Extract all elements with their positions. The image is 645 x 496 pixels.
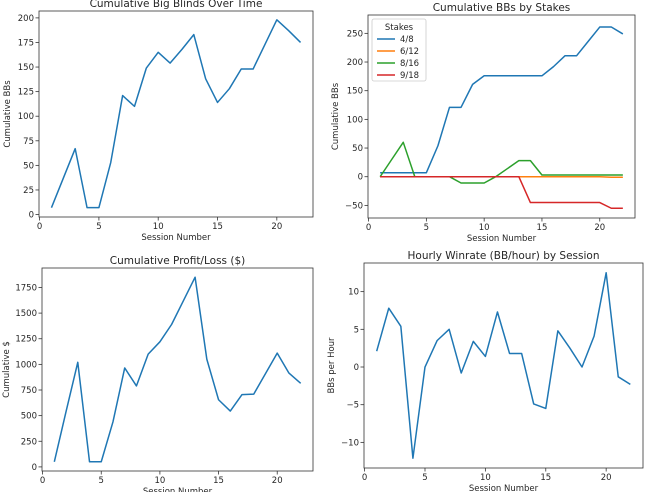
- x-axis-label: Session Number: [469, 484, 539, 492]
- y-tick-label: 100: [18, 112, 34, 122]
- y-tick-label: 75: [23, 137, 34, 147]
- legend-title: Stakes: [385, 23, 414, 33]
- x-tick-label: 10: [154, 476, 165, 486]
- x-tick-label: 5: [96, 222, 101, 232]
- y-tick-label: 50: [352, 144, 363, 154]
- y-tick-label: 50: [23, 161, 34, 171]
- x-tick-label: 15: [540, 473, 551, 483]
- y-tick-label: 10: [348, 288, 359, 298]
- series-line: [375, 272, 631, 459]
- y-tick-label: 200: [347, 58, 363, 68]
- y-axis-label: Cumulative $: [2, 341, 12, 398]
- x-tick-label: 10: [479, 223, 490, 233]
- x-tick-label: 20: [594, 223, 605, 233]
- y-tick-label: −5: [346, 401, 359, 411]
- subplot-3: Cumulative Profit/Loss ($) 0 5 10 15 20 0 250 50…: [2, 255, 314, 496]
- x-tick-label: 0: [37, 222, 42, 232]
- axes-frame: [41, 267, 314, 472]
- subplot-2: Cumulative BBs by Stakes 0 5 10 15 20 −50 0 50 10…: [331, 2, 636, 244]
- x-axis-label: Session Number: [141, 233, 211, 243]
- legend: Stakes 4/8 6/12 8/16 9/18: [371, 18, 427, 82]
- y-tick-label: 150: [347, 87, 363, 97]
- x-tick-label: 15: [212, 222, 223, 232]
- series-line: [53, 276, 302, 463]
- x-tick-label: 10: [480, 473, 491, 483]
- y-tick-label: 100: [347, 115, 363, 125]
- y-tick-label: 0: [358, 173, 363, 183]
- chart-title: Cumulative Big Blinds Over Time: [90, 0, 263, 10]
- series-line-4-8: [380, 26, 624, 174]
- series-line-9-18: [380, 175, 623, 210]
- x-tick-label: 0: [366, 223, 371, 233]
- y-tick-label: 5: [354, 325, 359, 335]
- y-tick-label: 125: [18, 88, 34, 98]
- legend-label: 6/12: [400, 47, 419, 57]
- y-tick-label: 150: [18, 63, 34, 73]
- y-tick-label: 0: [29, 211, 34, 221]
- y-tick-label: 750: [21, 386, 37, 396]
- y-tick-label: 25: [23, 186, 34, 196]
- series-line: [50, 19, 302, 209]
- chart-title: Cumulative BBs by Stakes: [433, 2, 571, 14]
- y-tick-label: 1250: [15, 335, 37, 345]
- y-axis-label: Cumulative BBs: [331, 82, 341, 150]
- y-tick-label: 250: [21, 437, 37, 447]
- y-axis-label: Cumulative BBs: [3, 80, 13, 148]
- legend-label: 8/16: [400, 59, 419, 69]
- x-tick-label: 15: [213, 476, 224, 486]
- axes-frame: [38, 10, 314, 218]
- axes-frame: [367, 14, 636, 219]
- x-tick-label: 5: [99, 476, 104, 486]
- y-tick-label: 1500: [15, 309, 37, 319]
- x-tick-label: 15: [537, 223, 548, 233]
- y-tick-label: 1750: [15, 283, 37, 293]
- x-tick-label: 20: [271, 222, 282, 232]
- y-tick-label: 0: [354, 363, 359, 373]
- legend-box: [371, 18, 427, 82]
- x-tick-label: 0: [362, 473, 367, 483]
- x-axis-label: Session Number: [143, 487, 213, 492]
- y-tick-label: 500: [21, 412, 37, 422]
- y-tick-label: 0: [32, 463, 37, 473]
- axes-frame: [363, 262, 644, 469]
- chart-title: Hourly Winrate (BB/hour) by Session: [408, 250, 600, 262]
- y-tick-label: −50: [345, 201, 363, 211]
- x-tick-label: 5: [422, 473, 427, 483]
- y-tick-label: 200: [18, 14, 34, 24]
- y-tick-label: 1000: [15, 360, 37, 370]
- legend-label: 4/8: [400, 35, 414, 45]
- y-axis-label: BBs per Hour: [327, 337, 337, 394]
- x-tick-label: 10: [153, 222, 164, 232]
- y-tick-label: 175: [18, 38, 34, 48]
- x-tick-label: 5: [424, 223, 429, 233]
- x-tick-label: 20: [272, 476, 283, 486]
- legend-label: 9/18: [400, 71, 419, 81]
- x-tick-label: 20: [601, 473, 612, 483]
- x-tick-label: 0: [40, 476, 45, 486]
- chart-title: Cumulative Profit/Loss ($): [110, 255, 245, 267]
- y-tick-label: −10: [341, 438, 359, 448]
- y-tick-label: 250: [347, 29, 363, 39]
- x-axis-label: Session Number: [467, 234, 537, 244]
- subplot-4: Hourly Winrate (BB/hour) by Session 0 5 10 1…: [327, 250, 644, 494]
